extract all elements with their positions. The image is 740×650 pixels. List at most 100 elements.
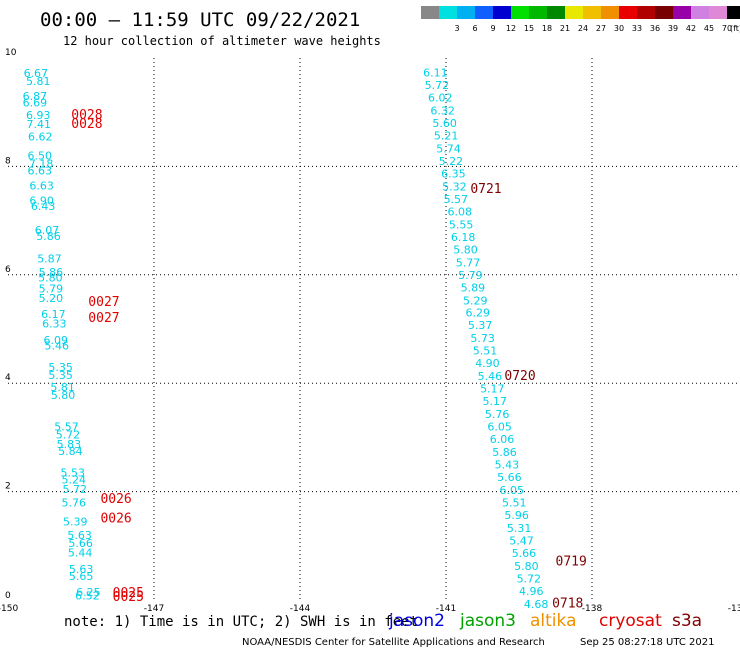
wave-height-label: 5.63 — [67, 529, 92, 542]
colorbar-label: 70 — [722, 24, 732, 33]
colorbar-swatch — [673, 6, 691, 19]
wave-height-label: 5.72 — [56, 429, 80, 442]
wave-height-label: 5.79 — [458, 269, 483, 282]
wave-height-label: 4.68 — [524, 598, 549, 611]
y-tick-label: 8 — [5, 156, 11, 166]
wave-height-label: 5.31 — [507, 522, 532, 535]
wave-height-label: 4.96 — [519, 585, 544, 598]
wave-height-label: 5.21 — [434, 130, 459, 143]
legend-jason2: jason2 — [388, 611, 445, 631]
wave-height-label: 5.66 — [68, 537, 93, 550]
pass-time-label: 0721 — [470, 182, 501, 197]
wave-height-label: 6.87 — [23, 90, 47, 103]
chart-title: 00:00 – 11:59 UTC 09/22/2021 — [40, 9, 360, 31]
y-tick-label: 6 — [5, 265, 11, 275]
wave-height-label: 5.55 — [449, 218, 474, 231]
pass-time-label: 0027 — [88, 295, 119, 310]
y-tick-label: 10 — [5, 48, 17, 58]
wave-height-label: 6.67 — [24, 67, 49, 80]
colorbar-swatch — [619, 6, 637, 19]
colorbar-label: 6 — [472, 24, 477, 33]
x-tick-label: -135 — [728, 604, 740, 614]
wave-height-label: 6.29 — [465, 307, 490, 320]
wave-height-label: 5.83 — [57, 438, 82, 451]
wave-height-label: 6.52 — [75, 590, 100, 603]
colorbar-swatch — [457, 6, 475, 19]
legend-s3a: s3a — [672, 611, 702, 631]
wave-height-label: 5.74 — [436, 143, 461, 156]
footer-credit: NOAA/NESDIS Center for Satellite Applica… — [242, 637, 545, 648]
colorbar-swatch — [439, 6, 457, 19]
wave-height-label: 5.35 — [48, 369, 73, 382]
wave-height-label: 5.96 — [504, 509, 529, 522]
y-tick-label: 2 — [5, 482, 11, 492]
wave-height-label: 5.53 — [61, 467, 85, 480]
colorbar-label: 45 — [704, 24, 714, 33]
wave-height-label: 5.89 — [461, 281, 486, 294]
legend-cryosat: cryosat — [599, 611, 662, 631]
wave-height-label: 6.90 — [29, 195, 54, 208]
wave-height-label: 5.66 — [512, 547, 537, 560]
wave-height-label: 5.73 — [470, 332, 495, 345]
colorbar-label: 27 — [596, 24, 606, 33]
wave-height-label: 5.81 — [50, 381, 74, 394]
x-tick-label: -141 — [436, 604, 456, 614]
wave-height-label: 6.32 — [430, 105, 455, 118]
wave-height-label: 5.81 — [26, 75, 51, 88]
colorbar-label: 33 — [632, 24, 642, 33]
wave-height-label: 5.63 — [69, 563, 94, 576]
wave-height-label: 5.60 — [432, 117, 457, 130]
wave-height-label: 5.80 — [514, 560, 539, 573]
wave-height-label: 6.05 — [487, 421, 512, 434]
wave-height-label: 5.39 — [63, 515, 88, 528]
x-tick-label: -150 — [0, 604, 18, 614]
colorbar-label: 15 — [524, 24, 534, 33]
satellite-legend: jason2 jason3 altika cryosat s3a — [388, 611, 702, 631]
wave-height-label: 5.86 — [36, 230, 61, 243]
wave-height-label: 6.09 — [44, 334, 69, 347]
wave-height-label: 5.66 — [497, 471, 521, 484]
wave-height-label: 5.29 — [463, 294, 488, 307]
wave-height-label: 5.22 — [439, 155, 464, 168]
wave-height-label: 5.57 — [54, 421, 79, 434]
colorbar-label: 30 — [614, 24, 624, 33]
colorbar-swatch — [655, 6, 673, 19]
colorbar-swatch — [421, 6, 439, 19]
colorbar-swatch — [565, 6, 583, 19]
legend-altika: altika — [530, 611, 577, 631]
colorbar-label: 36 — [650, 24, 660, 33]
chart-grid — [8, 58, 738, 600]
chart-subtitle: 12 hour collection of altimeter wave hei… — [63, 34, 381, 48]
pass-time-label: 0718 — [552, 597, 583, 612]
colorbar-label: 18 — [542, 24, 552, 33]
wave-height-label: 5.80 — [453, 243, 478, 256]
wave-height-label: 6.05 — [500, 484, 525, 497]
wave-height-label: 5.86 — [39, 266, 64, 279]
pass-time-label: 0027 — [88, 311, 119, 326]
colorbar-swatch — [583, 6, 601, 19]
wave-height-label: 5.47 — [509, 534, 534, 547]
pass-time-label: 0028 — [71, 108, 102, 123]
axis-ticks: -150 -147 -144 -141 -138 -135 0 2 4 6 8 10 — [0, 48, 740, 614]
colorbar-swatch — [601, 6, 619, 19]
wave-height-label: 5.72 — [425, 79, 450, 92]
wave-height-label: 6.02 — [428, 92, 453, 105]
wave-height-label: 5.72 — [517, 572, 542, 585]
colorbar-swatch — [511, 6, 529, 19]
wave-height-label: 5.17 — [480, 383, 505, 396]
wave-height-label: 4.90 — [475, 357, 500, 370]
wave-height-label: 6.07 — [35, 224, 60, 237]
wave-height-label: 5.79 — [39, 282, 64, 295]
colorbar-swatch — [709, 6, 727, 19]
colorbar-swatch — [475, 6, 493, 19]
footer-note: note: 1) Time is in UTC; 2) SWH is in fe… — [64, 614, 418, 630]
wave-height-label: 5.76 — [485, 408, 510, 421]
wave-height-label: 5.35 — [48, 361, 73, 374]
wave-height-label: 5.80 — [38, 272, 63, 285]
pass-time-label: 0026 — [100, 492, 131, 507]
wave-height-label: 6.69 — [23, 96, 47, 109]
wave-height-label: 6.25 — [76, 586, 101, 599]
colorbar-label: 3 — [454, 24, 459, 33]
